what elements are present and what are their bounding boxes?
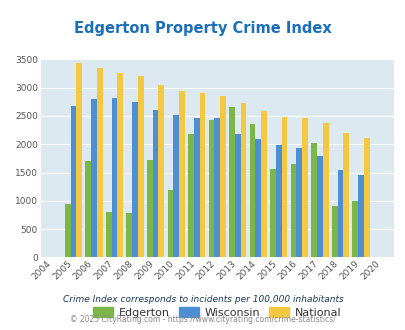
Bar (76, 63, 82, 257)
Bar (357, 175, 363, 257)
Bar (337, 170, 343, 257)
Bar (158, 85, 164, 257)
Bar (220, 96, 225, 257)
Bar (275, 145, 281, 257)
Bar (193, 118, 199, 257)
Bar (331, 206, 337, 257)
Bar (296, 148, 301, 257)
Bar (290, 164, 296, 257)
Legend: Edgerton, Wisconsin, National: Edgerton, Wisconsin, National (89, 303, 345, 322)
Bar (234, 134, 240, 257)
Bar (343, 133, 348, 257)
Bar (240, 103, 246, 257)
Bar (152, 110, 158, 257)
Bar (249, 124, 255, 257)
Text: © 2025 CityRating.com - https://www.cityrating.com/crime-statistics/: © 2025 CityRating.com - https://www.city… (70, 315, 335, 324)
Bar (147, 159, 152, 257)
Bar (260, 111, 266, 257)
Bar (214, 118, 220, 257)
Bar (111, 98, 117, 257)
Bar (352, 201, 357, 257)
Bar (316, 156, 322, 257)
Bar (167, 189, 173, 257)
Bar (65, 204, 70, 257)
Bar (91, 99, 97, 257)
Bar (138, 76, 143, 257)
Bar (270, 169, 275, 257)
Bar (126, 213, 132, 257)
Bar (97, 68, 102, 257)
Bar (173, 115, 179, 257)
Bar (70, 106, 76, 257)
Bar (228, 108, 234, 257)
Bar (322, 123, 328, 257)
Bar (363, 138, 369, 257)
Text: Edgerton Property Crime Index: Edgerton Property Crime Index (74, 21, 331, 36)
Bar (85, 161, 91, 257)
Bar (199, 93, 205, 257)
Bar (281, 116, 287, 257)
Bar (311, 143, 316, 257)
Bar (255, 139, 260, 257)
Bar (117, 73, 123, 257)
Bar (132, 102, 138, 257)
Text: Crime Index corresponds to incidents per 100,000 inhabitants: Crime Index corresponds to incidents per… (62, 295, 343, 304)
Bar (106, 212, 111, 257)
Bar (179, 90, 184, 257)
Bar (188, 134, 193, 257)
Bar (208, 120, 214, 257)
Bar (301, 118, 307, 257)
